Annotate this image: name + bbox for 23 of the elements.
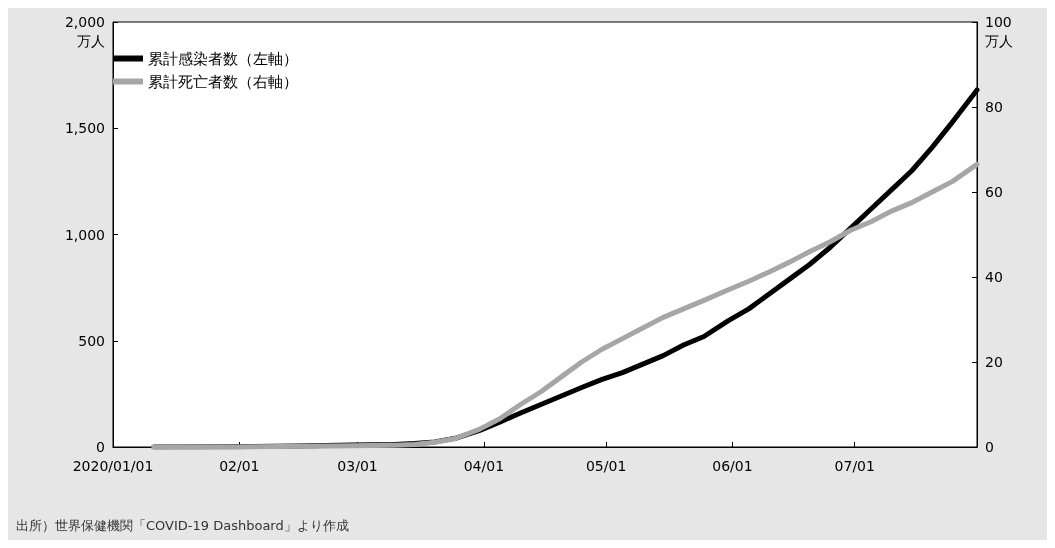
- x-tick-label: 03/01: [337, 458, 378, 474]
- x-tick-label: 07/01: [834, 458, 875, 474]
- x-tick-label: 05/01: [585, 458, 627, 474]
- legend-label: 累計感染者数（左軸）: [148, 49, 298, 68]
- x-tick-label: 04/01: [463, 458, 505, 474]
- y2-tick-label: 0: [985, 439, 994, 455]
- x-tick-label: 02/01: [219, 458, 260, 474]
- x-tick-label: 2020/01/01: [72, 458, 154, 474]
- y-tick-label: 1,000: [64, 226, 105, 243]
- y-tick-label: 2,000: [64, 14, 105, 30]
- y2-axis-title: 万人: [985, 33, 1013, 49]
- y-axis-title: 万人: [77, 33, 105, 49]
- x-tick-label: 06/01: [712, 458, 753, 474]
- y2-tick-label: 100: [985, 14, 1012, 30]
- y2-tick-label: 60: [985, 184, 1003, 200]
- y2-tick-label: 80: [985, 99, 1003, 115]
- y2-tick-label: 40: [985, 269, 1003, 285]
- legend-label: 累計死亡者数（右軸）: [148, 72, 298, 91]
- text: 出所）世界保健機関「COVID-19 Dashboard」より作成: [16, 518, 349, 533]
- y2-tick-label: 20: [985, 354, 1003, 370]
- y-tick-label: 1,500: [64, 120, 105, 137]
- y-tick-label: 500: [78, 332, 105, 349]
- y-tick-label: 0: [96, 439, 105, 455]
